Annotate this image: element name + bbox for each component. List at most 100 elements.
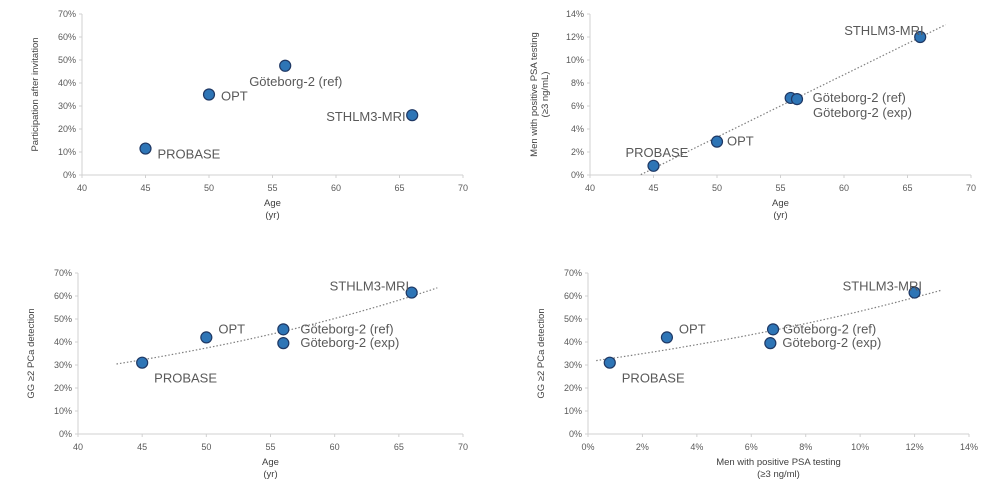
x-tick-label: 10% (851, 442, 869, 452)
point-label-g-teborg-2-ref: Göteborg-2 (ref) (300, 321, 393, 336)
x-tick-label: 70 (458, 183, 468, 193)
y-tick-label: 30% (564, 360, 582, 370)
point-label-sthlm3-mri: STHLM3-MRI (843, 279, 922, 294)
data-point-opt (710, 135, 724, 148)
data-point-probase (139, 142, 152, 155)
x-axis-title: (yr) (773, 210, 787, 221)
x-tick-label: 65 (394, 442, 404, 452)
y-axis-title: GG ≥2 PCa detection (536, 308, 547, 398)
y-tick-label: 4% (571, 124, 584, 134)
y-tick-label: 70% (58, 9, 76, 19)
x-tick-label: 45 (648, 183, 658, 193)
x-tick-label: 6% (745, 442, 758, 452)
data-point-probase (647, 159, 660, 172)
y-tick-label: 60% (564, 291, 582, 301)
point-label-g-teborg-2-exp: Göteborg-2 (exp) (300, 335, 399, 350)
point-label-probase: PROBASE (626, 145, 689, 160)
data-point-sthlm3-mri (914, 30, 927, 44)
y-tick-label: 10% (566, 55, 584, 65)
point-label-g-teborg-2-ref: Göteborg-2 (ref) (783, 321, 876, 336)
x-tick-label: 65 (902, 183, 912, 193)
x-axis-title: (yr) (265, 210, 279, 221)
point-label-g-teborg-2-ref: Göteborg-2 (ref) (813, 90, 906, 105)
y-tick-label: 12% (566, 32, 584, 42)
x-tick-label: 55 (265, 442, 275, 452)
point-label-sthlm3-mri: STHLM3-MRI (844, 23, 923, 38)
x-axis-title: (yr) (263, 469, 277, 480)
trendline (116, 287, 438, 365)
scatter-chart-4: 0% 10% 20% 30% 40% 50% 60% 70% 0% 2% 4% 6% 8% 10% 12% 1… (536, 268, 978, 480)
y-axis-title: Participation after invitation (30, 37, 41, 151)
y-tick-label: 50% (58, 55, 76, 65)
y-tick-label: 20% (58, 124, 76, 134)
x-tick-label: 60 (330, 442, 340, 452)
y-tick-label: 30% (54, 360, 72, 370)
data-point-g-teborg-2-exp (764, 337, 777, 350)
y-tick-label: 40% (54, 337, 72, 347)
point-label-opt: OPT (727, 134, 754, 149)
point-label-opt: OPT (218, 321, 245, 336)
x-tick-label: 0% (581, 442, 594, 452)
data-point-probase (136, 356, 149, 369)
data-point-g-teborg-2-exp (277, 337, 290, 350)
data-point-g-teborg-2-ref (277, 323, 290, 336)
y-tick-label: 0% (571, 170, 584, 180)
x-tick-label: 65 (394, 183, 404, 193)
scatter-chart-1: 0% 10% 20% 30% 40% 50% 60% 70% 40 45 50 55 60 65 70 Age… (30, 9, 468, 221)
y-axis-title: Men with positive PSA testing (529, 32, 540, 157)
y-tick-label: 10% (58, 147, 76, 157)
y-tick-label: 8% (571, 78, 584, 88)
x-tick-label: 14% (960, 442, 978, 452)
y-tick-label: 50% (564, 314, 582, 324)
y-tick-label: 40% (564, 337, 582, 347)
x-tick-label: 45 (140, 183, 150, 193)
data-point-g-teborg-2-ref (279, 59, 292, 72)
point-label-probase: PROBASE (622, 371, 685, 386)
data-point-opt (660, 331, 674, 344)
x-tick-label: 55 (267, 183, 277, 193)
data-point-sthlm3-mri (405, 286, 418, 299)
x-tick-label: 55 (775, 183, 785, 193)
x-tick-label: 50 (712, 183, 722, 193)
y-tick-label: 2% (571, 147, 584, 157)
x-axis-title: Age (264, 198, 281, 209)
data-point-g-teborg-2-exp (790, 92, 804, 106)
y-tick-label: 0% (569, 429, 582, 439)
y-tick-label: 0% (59, 429, 72, 439)
x-tick-label: 60 (839, 183, 849, 193)
x-tick-label: 70 (966, 183, 976, 193)
x-tick-label: 8% (799, 442, 812, 452)
x-tick-label: 40 (73, 442, 83, 452)
x-tick-label: 70 (458, 442, 468, 452)
y-tick-label: 20% (564, 383, 582, 393)
y-tick-label: 70% (54, 268, 72, 278)
x-axis-title: (≥3 ng/ml) (757, 469, 800, 480)
point-label-g-teborg-2-exp: Göteborg-2 (exp) (813, 105, 912, 120)
y-tick-label: 30% (58, 101, 76, 111)
x-tick-label: 40 (77, 183, 87, 193)
point-label-probase: PROBASE (158, 147, 221, 162)
y-tick-label: 70% (564, 268, 582, 278)
x-axis-title: Age (772, 198, 789, 209)
x-tick-label: 50 (204, 183, 214, 193)
y-tick-label: 10% (54, 406, 72, 416)
y-tick-label: 50% (54, 314, 72, 324)
trendline (640, 24, 946, 176)
y-tick-label: 60% (58, 32, 76, 42)
data-point-sthlm3-mri (406, 109, 419, 122)
point-label-probase: PROBASE (154, 371, 217, 386)
point-label-opt: OPT (679, 321, 706, 336)
point-label-sthlm3-mri: STHLM3-MRI (326, 109, 405, 124)
point-label-opt: OPT (221, 89, 248, 104)
point-label-g-teborg-2-ref: Göteborg-2 (ref) (249, 74, 342, 89)
y-tick-label: 6% (571, 101, 584, 111)
x-tick-label: 60 (331, 183, 341, 193)
point-label-sthlm3-mri: STHLM3-MRI (330, 279, 409, 294)
y-tick-label: 20% (54, 383, 72, 393)
y-tick-label: 0% (63, 170, 76, 180)
x-tick-label: 12% (906, 442, 924, 452)
x-tick-label: 45 (137, 442, 147, 452)
x-tick-label: 4% (690, 442, 703, 452)
data-point-probase (603, 356, 616, 369)
